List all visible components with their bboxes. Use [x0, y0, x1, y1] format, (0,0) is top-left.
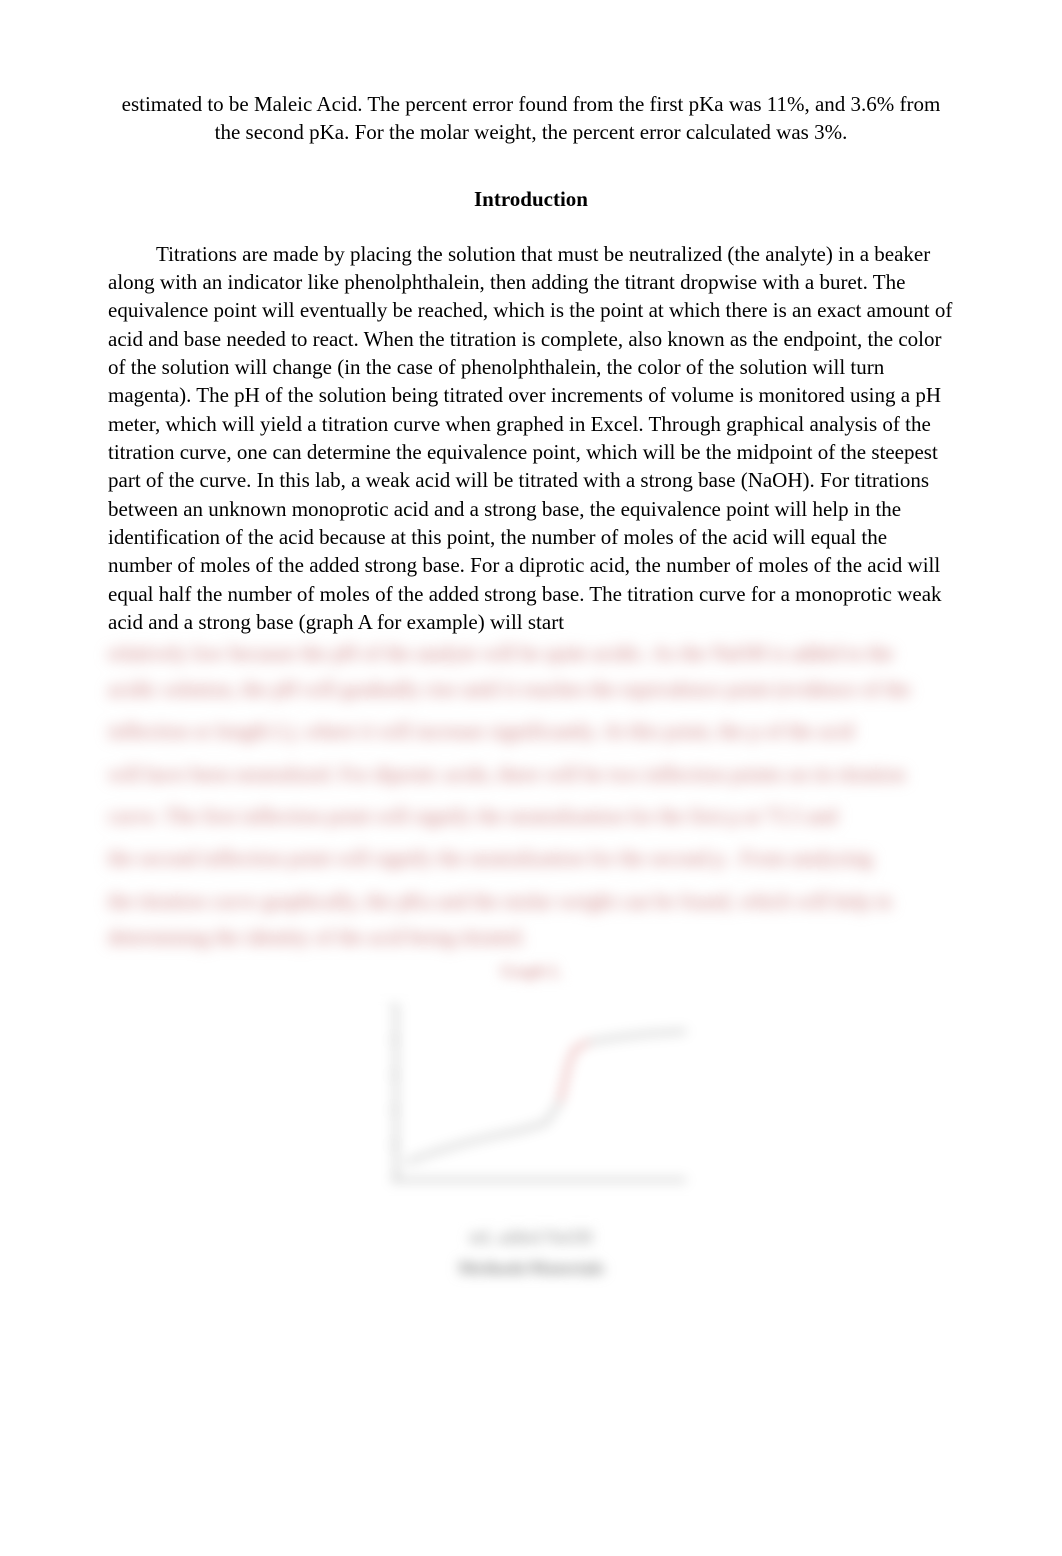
- blurred-line: inflection or length L), where it will i…: [108, 717, 954, 745]
- blurred-line: will have been neutralized. For diprotic…: [108, 760, 954, 788]
- blurred-preview-region: relatively low because the pH of the ana…: [108, 639, 954, 952]
- chart-footer-label: Methods/Materials: [108, 1258, 954, 1279]
- blurred-line: determining the identity of the acid bei…: [108, 923, 954, 951]
- chart-title: Graph L: [108, 961, 954, 982]
- titration-chart: [361, 990, 701, 1215]
- introduction-paragraph: Titrations are made by placing the solut…: [108, 240, 954, 637]
- blurred-line: the titration curve graphically, the pKa…: [108, 887, 954, 915]
- blurred-line: curve. The first inflection point will s…: [108, 802, 954, 830]
- blurred-line: the second inflection point will signify…: [108, 844, 954, 872]
- chart-xaxis-label: mL added NaOH: [108, 1227, 954, 1248]
- introduction-text: Titrations are made by placing the solut…: [108, 242, 952, 634]
- blurred-line: relatively low because the pH of the ana…: [108, 639, 954, 667]
- blurred-line: acidic solution, the pH will gradually r…: [108, 675, 954, 703]
- section-heading-introduction: Introduction: [108, 187, 954, 212]
- abstract-paragraph: estimated to be Maleic Acid. The percent…: [108, 90, 954, 147]
- titration-chart-region: Graph L mL added NaOH Methods/Materials: [108, 961, 954, 1279]
- chart-svg: [361, 990, 701, 1210]
